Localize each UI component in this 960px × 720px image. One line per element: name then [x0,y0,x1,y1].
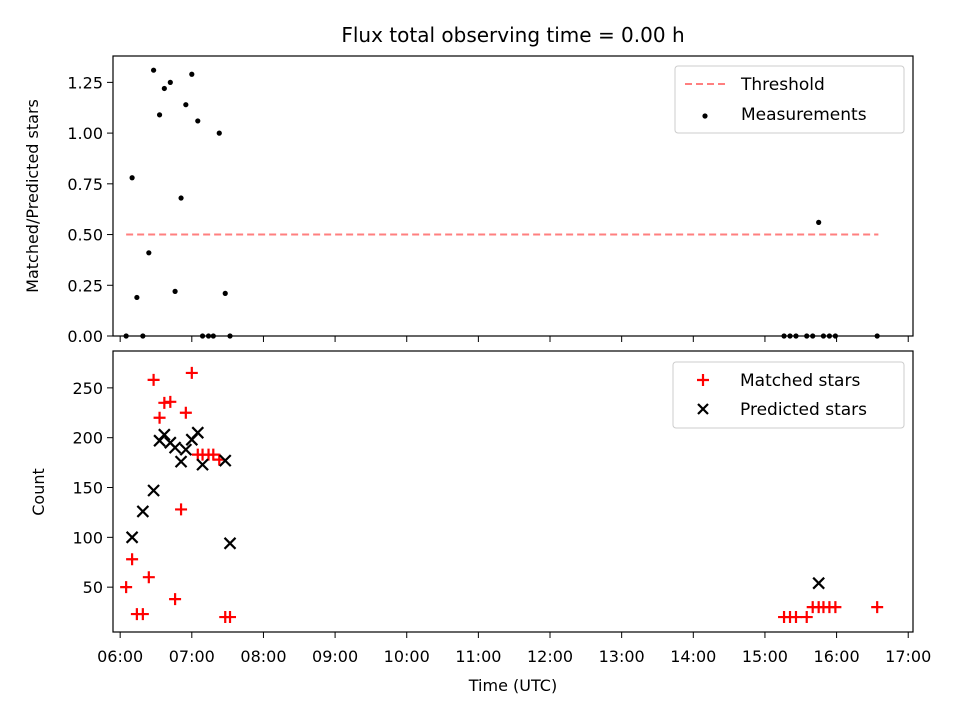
predicted-point [174,455,188,468]
matched-point [829,601,842,614]
measurement-point [150,67,157,73]
predicted-point [218,454,232,467]
top-legend-box [674,65,905,134]
x-tick-label: 10:00 [384,647,430,666]
bottom-panel: 50 100 150 200 250 06:00 07:00 08:00 09:00 10:00… [29,350,931,695]
legend-matched-marker [697,374,709,386]
matched-point [136,608,149,621]
x-tick-label: 11:00 [455,647,501,666]
predicted-point [125,531,139,544]
measurement-point [189,71,195,77]
x-tick-label: 07:00 [169,647,215,666]
x-tick-label: 17:00 [885,647,931,666]
predicted-point [168,441,182,454]
measurement-point [183,102,189,108]
matched-point [169,593,182,606]
measurement-point [222,290,228,296]
top-y-tick-label: 1.00 [67,124,103,143]
bottom-x-ticks: 06:00 07:00 08:00 09:00 10:00 11:00 12:00 13:00… [97,632,931,666]
top-x-ticks [119,336,909,342]
x-tick-label: 06:00 [97,647,143,666]
matched-point [126,553,139,566]
legend-predicted-label: Predicted stars [740,400,867,420]
legend-threshold-label: Threshold [740,75,825,95]
bottom-legend-box [672,361,905,429]
matched-point [175,503,188,516]
measurement-point [816,219,822,225]
matched-point [185,366,198,379]
legend-matched-label: Matched stars [740,371,860,391]
measurement-point [134,294,140,301]
top-data-layer [123,67,880,339]
bottom-y-tick-label: 100 [72,528,103,547]
bottom-legend: Matched stars Predicted stars [672,361,905,429]
x-tick-label: 08:00 [240,647,286,666]
predicted-point [812,576,825,590]
measurement-point [146,250,152,256]
predicted-point [179,443,193,456]
predicted-point [196,458,209,471]
bottom-y-tick-label: 150 [72,479,103,498]
measurement-point [216,130,222,136]
bottom-y-tick-label: 200 [72,429,103,448]
matched-point [164,395,177,408]
matched-point [224,611,237,624]
matched-point [179,406,192,419]
x-axis-label: Time (UTC) [468,676,557,695]
measurement-point [156,112,163,118]
chart-title: Flux total observing time = 0.00 h [341,23,684,47]
matched-point [153,411,166,424]
bottom-y-tick-label: 50 [83,578,103,597]
x-tick-label: 15:00 [742,647,788,666]
measurement-point [167,79,173,85]
x-tick-label: 12:00 [527,647,573,666]
top-y-tick-label: 0.00 [67,327,103,346]
top-panel: 0.00 0.25 0.50 0.75 1.00 1.25 Matched/Predict… [23,55,914,346]
measurement-point [178,195,184,201]
measurement-point [129,175,135,181]
measurement-point [172,288,178,294]
bottom-axes-frame [112,350,914,633]
x-tick-label: 16:00 [814,647,860,666]
matched-point [789,611,802,624]
bottom-y-ticks: 50 100 150 200 250 [72,379,113,597]
bottom-y-tick-label: 250 [72,379,103,398]
predicted-point [158,428,171,441]
top-axes-frame [112,55,914,337]
legend-predicted-marker [697,403,709,415]
predicted-point [191,426,205,439]
measurement-point [195,118,201,124]
matched-point [800,611,813,624]
predicted-point [136,505,150,518]
matched-point [142,571,155,584]
x-tick-label: 14:00 [670,647,716,666]
predicted-point [223,537,237,550]
matched-point [147,373,160,386]
top-y-ticks: 0.00 0.25 0.50 0.75 1.00 1.25 [67,73,113,346]
top-y-tick-label: 0.50 [67,226,103,245]
legend-measurements-marker [702,113,708,119]
matched-point [120,581,133,594]
bottom-y-axis-label: Count [29,468,48,516]
top-legend: Threshold Measurements [674,65,905,134]
x-tick-label: 09:00 [312,647,358,666]
top-y-axis-label: Matched/Predicted stars [23,99,42,293]
predicted-point [147,484,160,497]
top-y-tick-label: 0.75 [67,175,103,194]
legend-measurements-label: Measurements [741,105,867,125]
measurement-point [161,85,167,92]
top-y-tick-label: 1.25 [67,73,103,92]
top-y-tick-label: 0.25 [67,276,103,295]
x-tick-label: 13:00 [599,647,645,666]
matched-point [871,601,884,614]
bottom-data-layer [120,366,884,624]
